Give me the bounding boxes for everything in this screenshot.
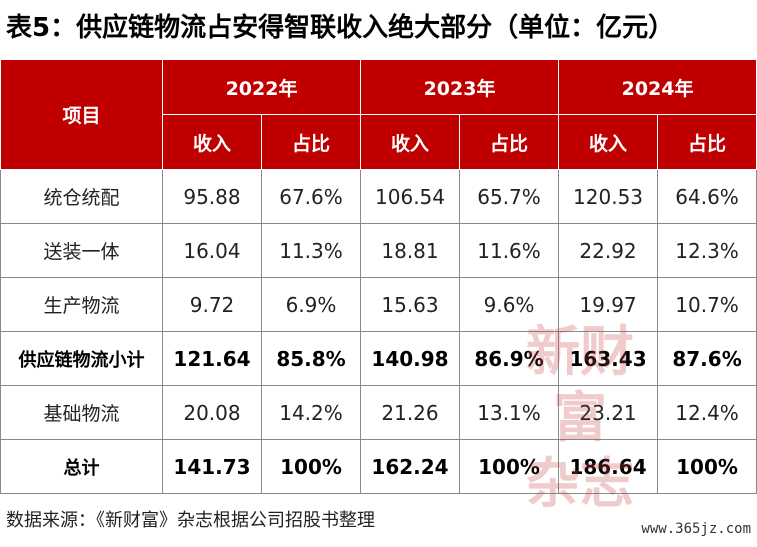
revenue-cell: 141.73: [162, 439, 262, 494]
revenue-cell: 20.08: [162, 385, 262, 440]
revenue-cell: 121.64: [162, 331, 262, 386]
revenue-cell: 22.92: [558, 223, 659, 278]
source-note: 数据来源：《新财富》杂志根据公司招股书整理: [6, 510, 375, 531]
share-header: 占比: [459, 114, 560, 170]
share-cell: 87.6%: [657, 331, 757, 386]
share-cell: 65.7%: [459, 169, 560, 224]
revenue-header: 收入: [360, 114, 461, 170]
table-row: 基础物流 20.08 14.2% 21.26 13.1% 23.21 12.4%: [0, 385, 757, 440]
revenue-cell: 106.54: [360, 169, 461, 224]
table-row: 统仓统配 95.88 67.6% 106.54 65.7% 120.53 64.…: [0, 169, 757, 224]
row-label: 送装一体: [0, 223, 163, 278]
share-cell: 10.7%: [657, 277, 757, 332]
total-row: 总计 141.73 100% 162.24 100% 186.64 100%: [0, 439, 757, 494]
revenue-cell: 162.24: [360, 439, 461, 494]
row-label: 供应链物流小计: [0, 331, 163, 386]
year-header: 2022年: [161, 59, 362, 115]
revenue-cell: 16.04: [162, 223, 262, 278]
share-cell: 9.6%: [459, 277, 560, 332]
share-cell: 14.2%: [260, 385, 362, 440]
share-cell: 11.6%: [459, 223, 560, 278]
revenue-header: 收入: [558, 114, 659, 170]
revenue-cell: 120.53: [558, 169, 659, 224]
revenue-cell: 9.72: [162, 277, 262, 332]
year-header: 2024年: [558, 59, 757, 115]
revenue-cell: 163.43: [558, 331, 659, 386]
revenue-cell: 186.64: [558, 439, 659, 494]
share-cell: 13.1%: [459, 385, 560, 440]
site-watermark: www.365jz.com: [641, 521, 751, 537]
share-cell: 100%: [459, 439, 560, 494]
share-cell: 100%: [260, 439, 362, 494]
table-title: 表5：供应链物流占安得智联收入绝大部分（单位：亿元）: [6, 13, 675, 43]
share-cell: 64.6%: [657, 169, 757, 224]
share-cell: 86.9%: [459, 331, 560, 386]
table-row: 送装一体 16.04 11.3% 18.81 11.6% 22.92 12.3%: [0, 223, 757, 278]
revenue-cell: 140.98: [360, 331, 461, 386]
year-header: 2023年: [360, 59, 560, 115]
share-cell: 12.3%: [657, 223, 757, 278]
share-header: 占比: [260, 114, 362, 170]
revenue-table: 项目 2022年 2023年 2024年 收入 占比 收入 占比 收入 占比 统…: [0, 59, 757, 494]
revenue-cell: 15.63: [360, 277, 461, 332]
share-cell: 12.4%: [657, 385, 757, 440]
share-cell: 11.3%: [260, 223, 362, 278]
item-header: 项目: [0, 59, 163, 170]
share-header: 占比: [657, 114, 757, 170]
revenue-cell: 95.88: [162, 169, 262, 224]
revenue-cell: 23.21: [558, 385, 659, 440]
row-label: 生产物流: [0, 277, 163, 332]
row-label: 总计: [0, 439, 163, 494]
share-cell: 67.6%: [260, 169, 362, 224]
revenue-header: 收入: [162, 114, 262, 170]
row-label: 统仓统配: [0, 169, 163, 224]
revenue-cell: 21.26: [360, 385, 461, 440]
share-cell: 85.8%: [260, 331, 362, 386]
share-cell: 100%: [657, 439, 757, 494]
revenue-cell: 18.81: [360, 223, 461, 278]
table-row: 生产物流 9.72 6.9% 15.63 9.6% 19.97 10.7%: [0, 277, 757, 332]
share-cell: 6.9%: [260, 277, 362, 332]
subtotal-row: 供应链物流小计 121.64 85.8% 140.98 86.9% 163.43…: [0, 331, 757, 386]
row-label: 基础物流: [0, 385, 163, 440]
revenue-cell: 19.97: [558, 277, 659, 332]
